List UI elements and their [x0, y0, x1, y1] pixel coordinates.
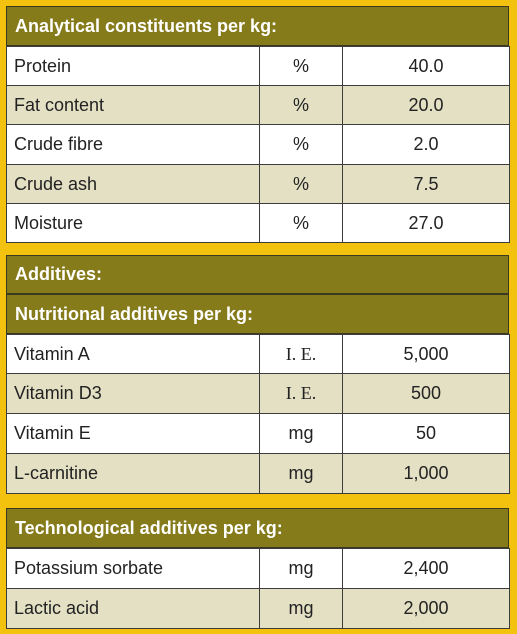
row-unit: % [259, 124, 343, 165]
row-unit: % [259, 164, 343, 204]
additives-header: Additives: [6, 255, 509, 294]
row-name: Fat content [6, 85, 260, 125]
analytical-header: Analytical constituents per kg: [6, 6, 509, 46]
row-name: Lactic acid [6, 588, 260, 629]
row-value: 27.0 [342, 203, 510, 243]
row-value: 50 [342, 413, 510, 454]
row-unit: mg [259, 453, 343, 494]
analytical-table: Protein % 40.0 Fat content % 20.0 Crude … [6, 46, 510, 243]
row-value: 2,000 [342, 588, 510, 629]
table-row: Protein % 40.0 [6, 46, 510, 86]
row-unit: mg [259, 413, 343, 454]
table-row: Crude ash % 7.5 [6, 164, 510, 204]
row-value: 40.0 [342, 46, 510, 86]
table-row: Crude fibre % 2.0 [6, 124, 510, 165]
table-row: Vitamin A I. E. 5,000 [6, 334, 510, 374]
row-name: Vitamin E [6, 413, 260, 454]
table-row: Fat content % 20.0 [6, 85, 510, 125]
row-name: Vitamin A [6, 334, 260, 374]
additives-section: Additives: Nutritional additives per kg:… [6, 255, 510, 494]
row-name: Protein [6, 46, 260, 86]
analytical-section: Analytical constituents per kg: Protein … [6, 6, 510, 243]
table-row: Vitamin D3 I. E. 500 [6, 373, 510, 414]
row-name: Vitamin D3 [6, 373, 260, 414]
technological-table: Potassium sorbate mg 2,400 Lactic acid m… [6, 548, 510, 629]
row-value: 2,400 [342, 548, 510, 589]
row-unit: mg [259, 548, 343, 589]
row-name: Moisture [6, 203, 260, 243]
table-row: Potassium sorbate mg 2,400 [6, 548, 510, 589]
table-row: Vitamin E mg 50 [6, 413, 510, 454]
technological-header: Technological additives per kg: [6, 508, 509, 548]
nutritional-additives-header: Nutritional additives per kg: [6, 294, 509, 334]
row-name: Potassium sorbate [6, 548, 260, 589]
nutritional-table: Vitamin A I. E. 5,000 Vitamin D3 I. E. 5… [6, 334, 510, 494]
row-name: Crude ash [6, 164, 260, 204]
row-unit: mg [259, 588, 343, 629]
technological-section: Technological additives per kg: Potassiu… [6, 508, 510, 629]
row-value: 20.0 [342, 85, 510, 125]
row-unit: % [259, 46, 343, 86]
row-name: Crude fibre [6, 124, 260, 165]
row-unit: % [259, 203, 343, 243]
row-unit: % [259, 85, 343, 125]
row-unit: I. E. [259, 373, 343, 414]
row-name: L-carnitine [6, 453, 260, 494]
row-value: 5,000 [342, 334, 510, 374]
nutrition-panel: Analytical constituents per kg: Protein … [6, 6, 510, 629]
row-value: 1,000 [342, 453, 510, 494]
table-row: Lactic acid mg 2,000 [6, 588, 510, 629]
row-value: 2.0 [342, 124, 510, 165]
row-value: 7.5 [342, 164, 510, 204]
row-value: 500 [342, 373, 510, 414]
table-row: Moisture % 27.0 [6, 203, 510, 243]
table-row: L-carnitine mg 1,000 [6, 453, 510, 494]
row-unit: I. E. [259, 334, 343, 374]
